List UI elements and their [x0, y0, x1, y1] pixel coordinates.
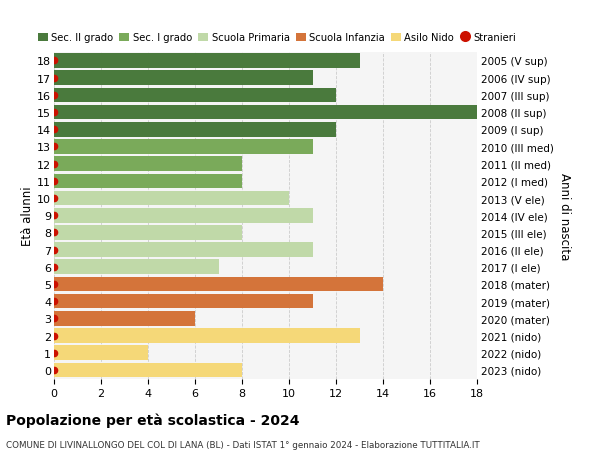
Bar [54, 174, 242, 189]
Bar [54, 225, 242, 240]
Bar [54, 329, 359, 343]
Bar [54, 54, 359, 69]
Bar [54, 208, 313, 223]
Bar [54, 123, 336, 137]
Bar [54, 89, 336, 103]
Bar [54, 71, 313, 86]
Bar [54, 140, 313, 154]
Bar [54, 363, 242, 377]
Legend: Sec. II grado, Sec. I grado, Scuola Primaria, Scuola Infanzia, Asilo Nido, Stran: Sec. II grado, Sec. I grado, Scuola Prim… [38, 34, 517, 43]
Bar [54, 106, 477, 120]
Y-axis label: Età alunni: Età alunni [22, 186, 34, 246]
Bar [54, 260, 218, 274]
Bar [54, 346, 148, 360]
Bar [54, 243, 313, 257]
Y-axis label: Anni di nascita: Anni di nascita [558, 172, 571, 259]
Text: COMUNE DI LIVINALLONGO DEL COL DI LANA (BL) - Dati ISTAT 1° gennaio 2024 - Elabo: COMUNE DI LIVINALLONGO DEL COL DI LANA (… [6, 440, 480, 449]
Text: Popolazione per età scolastica - 2024: Popolazione per età scolastica - 2024 [6, 413, 299, 428]
Bar [54, 191, 289, 206]
Bar [54, 157, 242, 172]
Bar [54, 311, 195, 326]
Bar [54, 277, 383, 291]
Bar [54, 294, 313, 309]
